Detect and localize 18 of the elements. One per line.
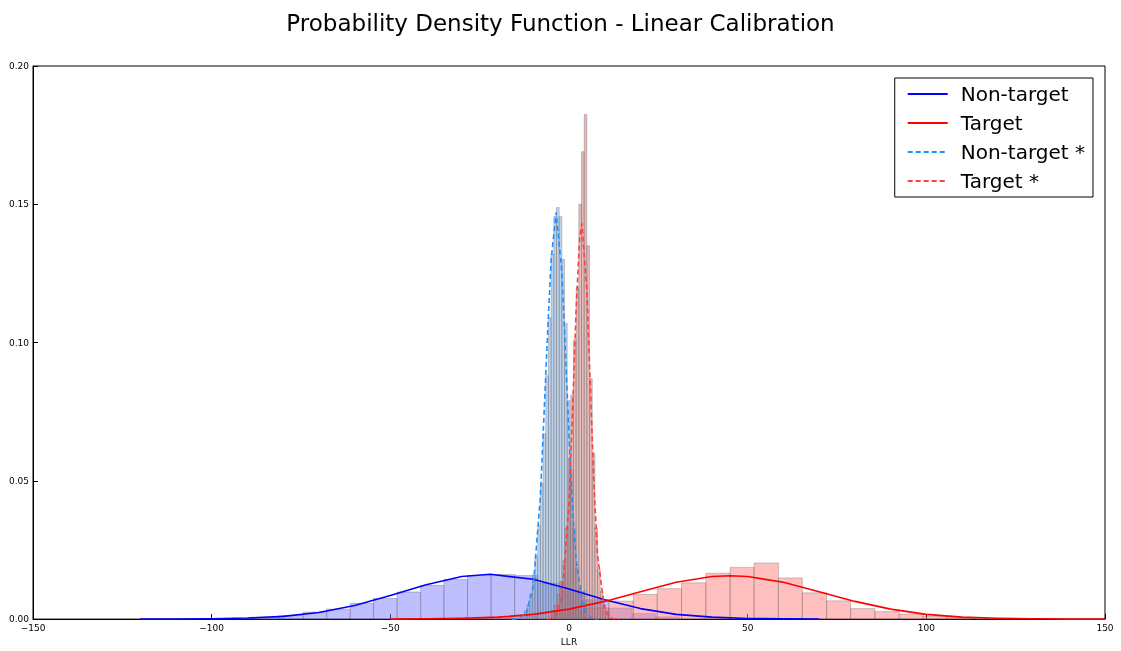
x-tick-label: 0 [566,622,573,633]
x-tick-label: −50 [380,622,401,633]
y-tick-label: 0.20 [8,61,30,71]
x-tick-label: −100 [199,622,225,633]
x-axis-title: LLR [560,636,578,647]
y-tick-label: 0.00 [8,614,30,625]
legend-label: Non-target [960,82,1069,106]
y-tick-label: 0.15 [8,199,29,210]
x-tick-label: 100 [917,622,936,633]
y-tick-label: 0.10 [8,337,30,348]
x-tick-label: −150 [20,622,46,633]
legend-label: Target [959,111,1023,135]
y-tick-label: 0.05 [8,475,29,486]
x-tick-label: 50 [741,622,754,633]
legend-label: Non-target * [960,140,1086,164]
legend-label: Target * [959,169,1039,193]
x-tick-label: 150 [1096,622,1114,633]
chart-title: Probability Density Function - Linear Calibration [286,9,835,36]
